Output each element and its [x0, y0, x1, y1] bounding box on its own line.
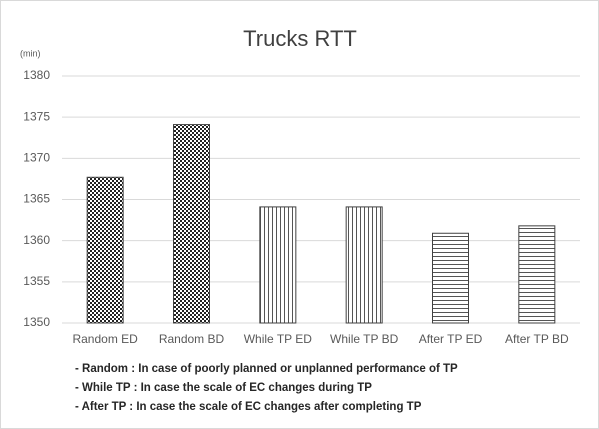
y-tick-label: 1370 [23, 151, 50, 165]
note: - Random : In case of poorly planned or … [75, 363, 458, 375]
bar [518, 225, 556, 324]
x-tick-label: Random BD [159, 332, 225, 346]
x-tick-label: Random ED [72, 332, 138, 346]
y-tick-label: 1365 [23, 192, 50, 206]
note: - While TP : In case the scale of EC cha… [75, 382, 372, 394]
y-tick-label: 1355 [23, 274, 50, 288]
bar [259, 206, 297, 324]
x-tick-label: While TP BD [330, 332, 399, 346]
note: - After TP : In case the scale of EC cha… [75, 401, 422, 413]
y-tick-label: 1360 [23, 233, 50, 247]
bar [345, 206, 383, 324]
bar [173, 124, 210, 324]
bar [86, 176, 124, 324]
bar [432, 232, 469, 324]
x-tick-label: After TP BD [505, 332, 569, 346]
x-tick-label: While TP ED [244, 332, 313, 346]
y-unit: (min) [20, 48, 41, 58]
y-tick-label: 1350 [23, 315, 50, 329]
y-tick-label: 1375 [23, 109, 50, 123]
chart-title: Trucks RTT [243, 26, 357, 51]
y-tick-label: 1380 [23, 68, 50, 82]
x-tick-label: After TP ED [419, 332, 483, 346]
